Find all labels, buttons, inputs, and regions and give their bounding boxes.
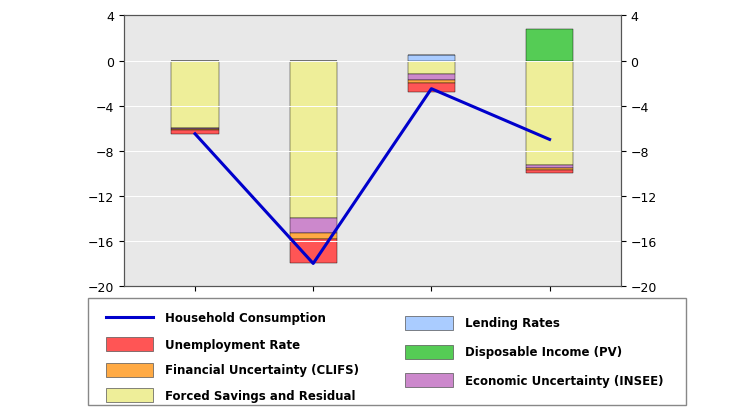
Bar — [526, 30, 573, 61]
Text: Unemployment Rate: Unemployment Rate — [166, 338, 301, 351]
Bar — [408, 84, 455, 93]
FancyBboxPatch shape — [106, 389, 153, 402]
FancyBboxPatch shape — [405, 345, 453, 359]
FancyBboxPatch shape — [405, 373, 453, 387]
Bar — [172, 61, 219, 129]
FancyBboxPatch shape — [106, 337, 153, 351]
Bar — [172, 131, 219, 135]
Text: Forced Savings and Residual: Forced Savings and Residual — [166, 389, 356, 402]
Bar — [526, 61, 573, 166]
Text: Disposable Income (PV): Disposable Income (PV) — [465, 345, 622, 358]
FancyBboxPatch shape — [88, 299, 686, 405]
Text: Financial Uncertainty (CLIFS): Financial Uncertainty (CLIFS) — [166, 363, 359, 376]
Text: Household Consumption: Household Consumption — [166, 311, 326, 324]
Bar — [408, 61, 455, 75]
Bar — [290, 234, 337, 239]
Bar — [172, 129, 219, 131]
FancyBboxPatch shape — [106, 363, 153, 377]
Bar — [408, 56, 455, 61]
Text: Economic Uncertainty (INSEE): Economic Uncertainty (INSEE) — [465, 374, 664, 387]
FancyBboxPatch shape — [405, 316, 453, 330]
Text: Lending Rates: Lending Rates — [465, 317, 560, 330]
Bar — [526, 166, 573, 168]
Bar — [408, 75, 455, 81]
Bar — [408, 81, 455, 84]
Bar — [526, 168, 573, 171]
Bar — [526, 171, 573, 174]
Bar — [290, 239, 337, 264]
Bar — [290, 219, 337, 234]
Bar — [290, 61, 337, 219]
